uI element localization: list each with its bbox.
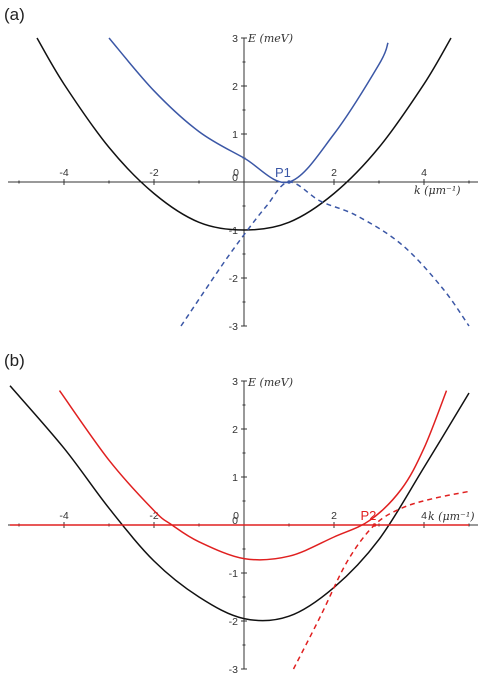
x-tick-label-b: 2	[331, 510, 337, 522]
chart-panel-a: (a) E (meV) k (μm⁻¹) P1 -4 -2 0 2 4 -3 -2 -1 1 2 3…	[4, 5, 478, 333]
x-tick-label-b: 4	[421, 510, 427, 522]
x-tick-label-b: 0	[233, 510, 239, 522]
chart-panel-b: (b) E (meV) k (μm⁻¹) P2 -4 -2 0 2 4-3-2-1123…	[4, 351, 478, 676]
y-tick-label-a: 1	[232, 129, 238, 141]
panel-label-b: (b)	[4, 351, 25, 370]
y-tick-label-b: -3	[229, 664, 238, 676]
point-marker-a	[287, 180, 291, 184]
series-line-b-1	[58, 390, 448, 561]
y-tick-label-b: -2	[229, 616, 238, 628]
y-tick-label-b: -1	[229, 568, 238, 580]
series-line-b-0	[9, 385, 470, 622]
y-tick-label-a: 2	[232, 81, 238, 93]
x-tick-label-a: 4	[421, 167, 427, 179]
y-tick-label-a: 3	[232, 33, 238, 45]
y-tick-label-b: 3	[232, 376, 238, 388]
point-marker-b	[372, 523, 377, 527]
y-tick-label-a: -3	[229, 321, 238, 333]
panel-label-a: (a)	[4, 5, 25, 24]
point-label-p1: P1	[275, 165, 291, 180]
y-tick-label-b: 1	[232, 472, 238, 484]
origin-label-a: 0	[232, 172, 238, 184]
y-tick-label-b: 2	[232, 424, 238, 436]
x-axis-label-b: k (μm⁻¹)	[428, 510, 475, 523]
y-axis-label-b: E (meV)	[247, 376, 293, 389]
y-tick-label-a: -2	[229, 273, 238, 285]
x-tick-label-a: 2	[331, 167, 337, 179]
x-tick-label-a: 0	[233, 167, 239, 179]
x-tick-label-a: -2	[149, 167, 158, 179]
series-line-a-0	[36, 37, 452, 231]
y-tick-label-a: -1	[229, 225, 238, 237]
x-axis-label-a: k (μm⁻¹)	[414, 184, 461, 197]
series-line-a-2	[180, 181, 470, 327]
series-line-a-1	[108, 37, 389, 184]
x-tick-label-b: -2	[149, 510, 158, 522]
x-tick-label-b: -4	[59, 510, 68, 522]
x-tick-label-a: -4	[59, 167, 68, 179]
origin-label-b: 0	[232, 515, 238, 527]
y-axis-label-a: E (meV)	[247, 32, 293, 45]
